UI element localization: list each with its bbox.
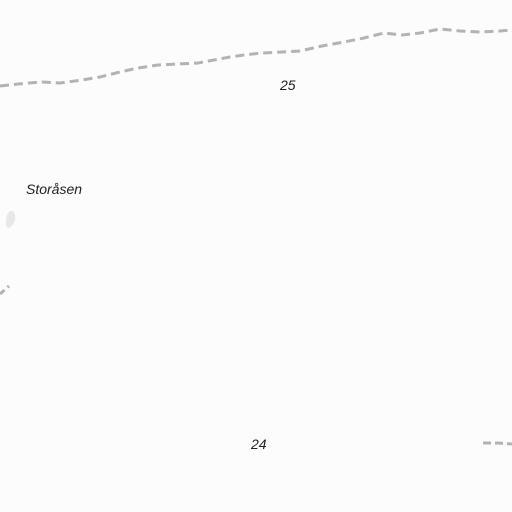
small-lake-shape (5, 210, 16, 229)
area-number-label: 25 (280, 77, 296, 93)
place-name-label: Storåsen (26, 181, 83, 197)
boundary-line-upper (0, 27, 512, 88)
boundary-line-left-fragment (0, 284, 10, 296)
boundary-line-lower-right (483, 441, 512, 446)
area-number-label: 24 (251, 436, 267, 452)
